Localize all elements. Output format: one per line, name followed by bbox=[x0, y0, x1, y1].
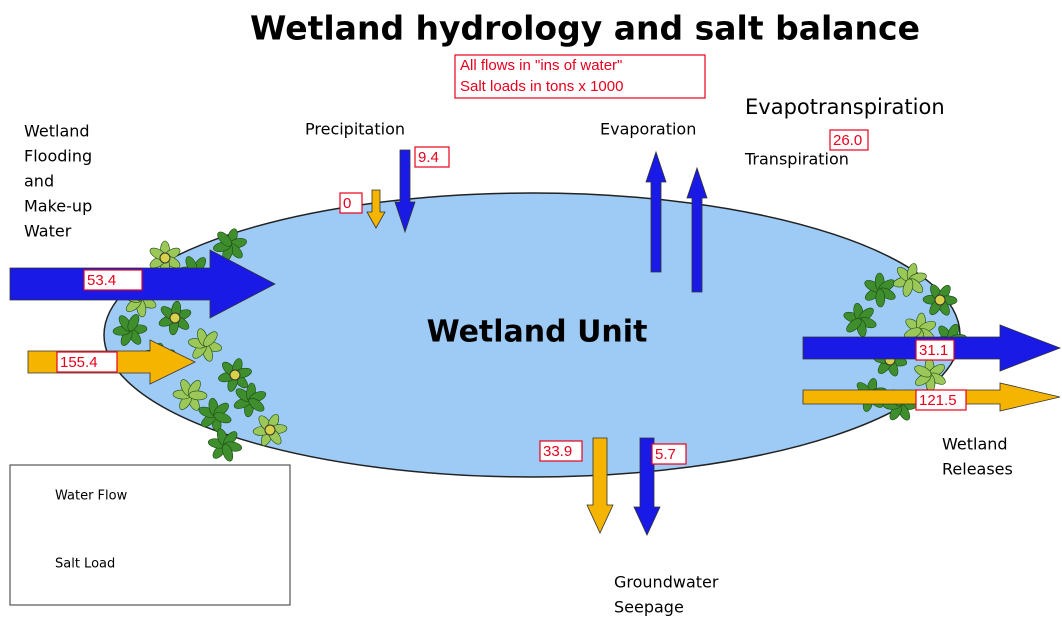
precipitation-label: Precipitation bbox=[305, 120, 405, 139]
note: Salt loads in tons x 1000 bbox=[460, 78, 623, 95]
flower bbox=[170, 313, 180, 323]
releases-label: Wetland bbox=[942, 435, 1008, 454]
flower bbox=[160, 253, 170, 263]
legend-box bbox=[10, 465, 290, 605]
seepage-label: Seepage bbox=[614, 598, 684, 617]
value-label: 53.4 bbox=[87, 272, 116, 289]
evapotranspiration-label: Evapotranspiration bbox=[745, 95, 945, 119]
value-label: 5.7 bbox=[655, 446, 676, 463]
inflow-label: Flooding bbox=[24, 147, 92, 166]
value-label: 121.5 bbox=[919, 392, 957, 409]
value-label: 31.1 bbox=[919, 342, 948, 359]
inflow-label: Water bbox=[24, 222, 72, 241]
evaporation-label: Evaporation bbox=[600, 120, 696, 139]
unit-label: Wetland Unit bbox=[427, 315, 648, 350]
value-label: 9.4 bbox=[418, 149, 439, 166]
title: Wetland hydrology and salt balance bbox=[250, 9, 920, 48]
legend-water: Water Flow bbox=[55, 489, 128, 504]
diagram: Wetland hydrology and salt balance All f… bbox=[0, 0, 1062, 618]
value-label: 33.9 bbox=[543, 443, 572, 460]
inflow-label: Make-up bbox=[24, 197, 92, 216]
releases-label: Releases bbox=[942, 460, 1013, 479]
flower bbox=[935, 295, 945, 305]
legend-salt: Salt Load bbox=[55, 557, 115, 572]
flower bbox=[230, 370, 240, 380]
value-label: 0 bbox=[343, 195, 351, 212]
seepage-label: Groundwater bbox=[614, 573, 719, 592]
note: All flows in "ins of water" bbox=[460, 57, 622, 74]
value-label: 155.4 bbox=[60, 354, 98, 371]
transpiration-label: Transpiration bbox=[744, 150, 849, 169]
inflow-label: and bbox=[24, 172, 54, 191]
value-label: 26.0 bbox=[833, 132, 862, 149]
flower bbox=[265, 425, 275, 435]
inflow-label: Wetland bbox=[24, 122, 90, 141]
